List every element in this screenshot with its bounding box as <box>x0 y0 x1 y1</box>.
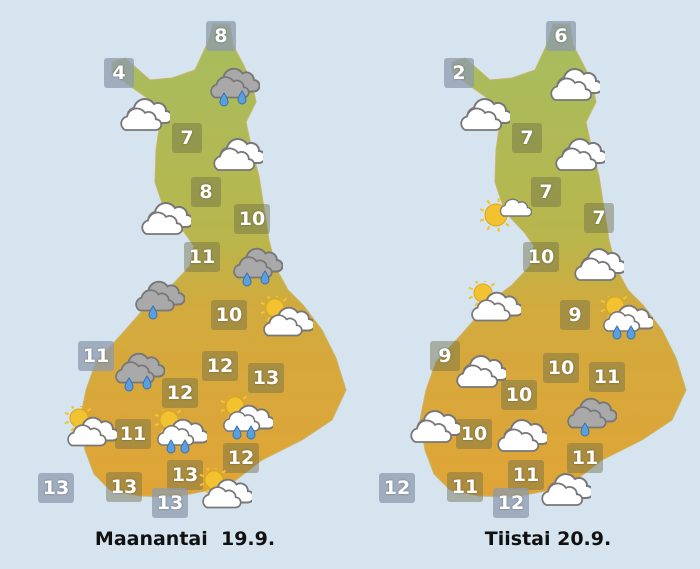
temperature-label: 13 <box>38 473 74 503</box>
temperature-label: 9 <box>430 341 460 371</box>
temperature-label: 8 <box>206 21 236 51</box>
light-rain-icon <box>135 280 185 320</box>
temperature-label: 8 <box>191 177 221 207</box>
temperature-label: 2 <box>444 58 474 88</box>
cloudy-icon <box>541 473 591 506</box>
cloudy-icon <box>555 138 605 171</box>
temperature-label: 12 <box>379 473 415 503</box>
sunny-cloud-icon <box>479 198 532 232</box>
cloudy-icon <box>410 410 460 443</box>
day-caption-tuesday: Tiistai 20.9. <box>484 528 612 550</box>
rain-icon <box>233 247 283 287</box>
partly-cloudy-rain-icon <box>600 296 653 340</box>
temperature-label: 13 <box>248 363 284 393</box>
temperature-label: 4 <box>104 58 134 88</box>
partly-cloudy-rain-icon <box>154 410 207 454</box>
rain-icon <box>115 352 165 392</box>
temperature-label: 11 <box>508 460 544 490</box>
temperature-label: 7 <box>172 123 202 153</box>
partly-cloudy-icon <box>199 468 252 509</box>
temperature-label: 11 <box>184 242 220 272</box>
temperature-label: 7 <box>512 123 542 153</box>
temperature-label: 10 <box>234 204 270 234</box>
temperature-label: 10 <box>543 353 579 383</box>
partly-cloudy-icon <box>260 296 313 337</box>
temperature-label: 11 <box>589 362 625 392</box>
cloudy-icon <box>456 355 506 388</box>
temperature-label: 12 <box>223 443 259 473</box>
rain-icon <box>210 67 260 107</box>
temperature-label: 9 <box>560 300 590 330</box>
partly-cloudy-icon <box>64 406 117 447</box>
temperature-label: 11 <box>447 472 483 502</box>
temperature-label: 12 <box>162 378 198 408</box>
temperature-label: 10 <box>456 419 492 449</box>
temperature-label: 11 <box>78 341 114 371</box>
temperature-label: 10 <box>523 242 559 272</box>
temperature-label: 6 <box>546 21 576 51</box>
light-rain-icon <box>567 397 617 437</box>
temperature-label: 10 <box>501 380 537 410</box>
temperature-label: 13 <box>167 460 203 490</box>
temperature-label: 12 <box>202 351 238 381</box>
cloudy-icon <box>120 98 170 131</box>
cloudy-icon <box>550 68 600 101</box>
cloudy-icon <box>460 98 510 131</box>
day-caption-monday: Maanantai 19.9. <box>94 528 276 550</box>
cloudy-icon <box>574 248 624 281</box>
partly-cloudy-rain-icon <box>220 396 273 440</box>
temperature-label: 13 <box>152 488 188 518</box>
temperature-label: 11 <box>115 419 151 449</box>
temperature-label: 7 <box>584 203 614 233</box>
temperature-label: 10 <box>211 300 247 330</box>
temperature-label: 7 <box>531 177 561 207</box>
partly-cloudy-icon <box>468 281 521 322</box>
cloudy-icon <box>497 419 547 452</box>
cloudy-icon <box>141 202 191 235</box>
temperature-label: 12 <box>493 488 529 518</box>
temperature-label: 11 <box>567 443 603 473</box>
cloudy-icon <box>213 138 263 171</box>
temperature-label: 13 <box>106 472 142 502</box>
